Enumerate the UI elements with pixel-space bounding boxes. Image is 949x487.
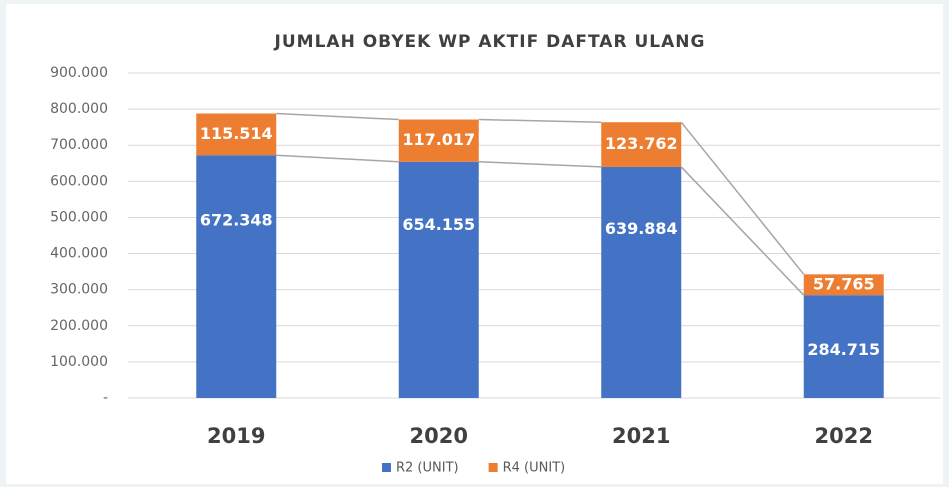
- y-tick-label: 800.000: [50, 101, 108, 117]
- data-label: 284.715: [807, 340, 880, 359]
- y-tick-label: 900.000: [50, 65, 108, 81]
- x-tick-label: 2022: [815, 424, 873, 448]
- y-tick-label: 600.000: [50, 173, 108, 189]
- data-label: 123.762: [605, 134, 678, 153]
- bar-segment: [601, 166, 682, 398]
- data-label: 639.884: [605, 219, 678, 238]
- legend-swatch: [382, 463, 391, 472]
- data-label: 57.765: [813, 274, 875, 293]
- legend-label: R2 (UNIT): [396, 461, 459, 476]
- y-tick-label: 300.000: [50, 282, 108, 298]
- legend-swatch: [488, 463, 498, 472]
- y-tick-label: 200.000: [50, 318, 108, 334]
- bar-segment: [398, 161, 479, 398]
- series-line: [680, 166, 805, 296]
- y-tick-label: 500.000: [50, 209, 108, 225]
- y-tick-label: -: [103, 390, 108, 406]
- bar-segment: [803, 295, 884, 398]
- data-label: 117.017: [402, 130, 475, 149]
- chart-title: JUMLAH OBYEK WP AKTIF DAFTAR ULANG: [274, 32, 706, 52]
- y-tick-label: 400.000: [50, 246, 108, 262]
- x-tick-label: 2021: [612, 424, 670, 448]
- x-tick-label: 2019: [207, 424, 265, 448]
- y-tick-label: 100.000: [50, 354, 108, 370]
- data-label: 654.155: [402, 215, 475, 234]
- data-label: 115.514: [200, 124, 273, 143]
- series-line: [276, 154, 399, 163]
- bar-segment: [601, 122, 682, 167]
- series-line: [478, 161, 602, 168]
- series-line: [680, 121, 805, 275]
- bar-segment: [398, 119, 479, 162]
- series-line: [276, 112, 399, 121]
- legend-label: R4 (UNIT): [503, 461, 566, 476]
- bar-segment: [196, 155, 277, 398]
- data-label: 672.348: [200, 210, 273, 229]
- x-tick-label: 2020: [410, 424, 468, 448]
- bar-segment: [803, 274, 884, 296]
- series-line: [478, 118, 602, 123]
- bar-segment: [196, 113, 277, 156]
- y-tick-label: 700.000: [50, 137, 108, 153]
